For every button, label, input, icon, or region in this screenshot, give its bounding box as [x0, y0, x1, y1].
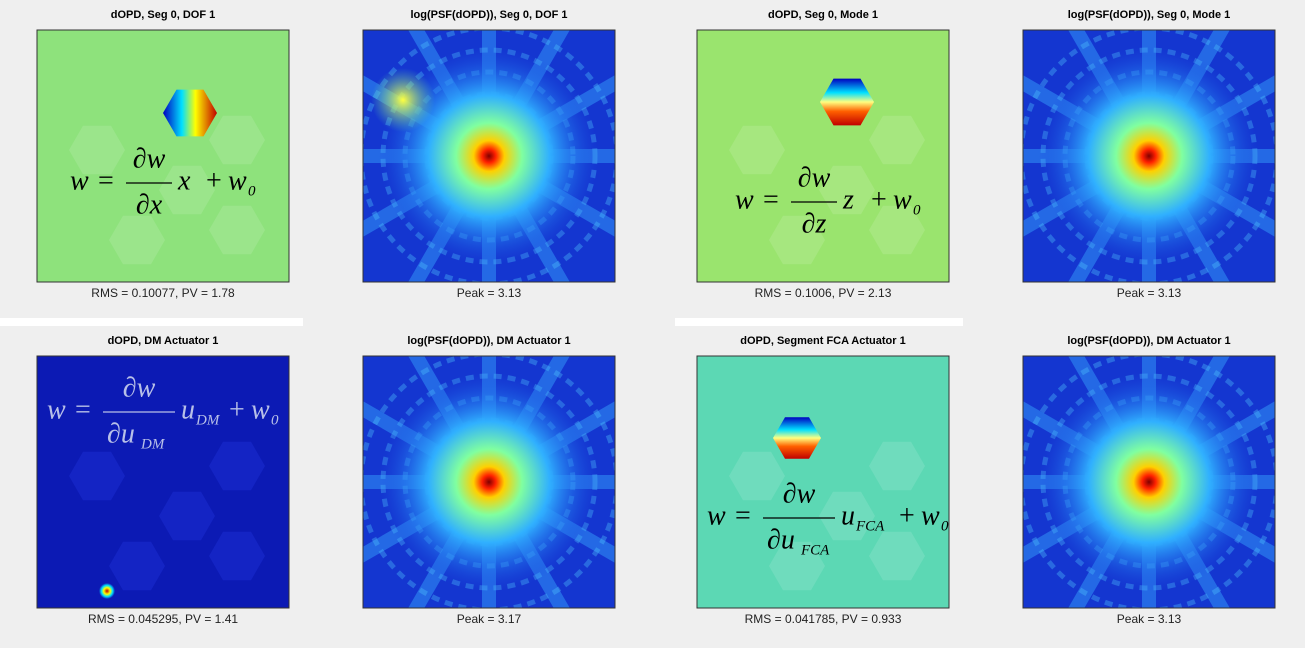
eq-equals: =	[98, 165, 114, 196]
eq-plus: +	[899, 500, 915, 531]
psf-title: log(PSF(dOPD)), DM Actuator 1	[1067, 335, 1230, 347]
eq-variable: z	[842, 184, 854, 215]
eq-w0-subscript: 0	[271, 412, 279, 428]
eq-equals: =	[763, 184, 779, 215]
opd-caption: RMS = 0.10077, PV = 1.78	[91, 286, 235, 300]
psf-caption: Peak = 3.13	[1117, 612, 1182, 626]
psf-clip	[963, 30, 1023, 282]
opd-title: dOPD, Seg 0, Mode 1	[768, 9, 878, 21]
eq-den-subscript: DM	[140, 436, 166, 452]
eq-numerator: ∂w	[783, 478, 816, 509]
eq-var-subscript: DM	[195, 412, 221, 428]
eq-denominator: ∂x	[136, 189, 163, 220]
psf-core	[379, 372, 599, 592]
figure: w=∂w∂xx+w0w=∂w∂zz+w0w=∂w∂uDMuDM+w0w=∂w∂u…	[0, 0, 1305, 648]
psf-clip	[963, 296, 1305, 356]
eq-w0: w	[251, 394, 270, 425]
eq-equals: =	[735, 500, 751, 531]
eq-denominator: ∂z	[802, 208, 827, 239]
eq-lhs: w	[47, 394, 66, 425]
eq-w0-subscript: 0	[248, 183, 256, 199]
eq-lhs: w	[707, 500, 726, 531]
eq-den-subscript: FCA	[800, 542, 830, 558]
eq-lhs: w	[735, 184, 754, 215]
psf-clip	[1275, 356, 1305, 608]
psf-title: log(PSF(dOPD)), DM Actuator 1	[407, 335, 570, 347]
eq-var-subscript: FCA	[855, 518, 885, 534]
psf-core	[1039, 372, 1259, 592]
opd-caption: RMS = 0.041785, PV = 0.933	[745, 612, 902, 626]
psf-core	[1039, 46, 1259, 266]
eq-numerator: ∂w	[798, 162, 831, 193]
actuator-spot	[99, 583, 115, 599]
opd-caption: RMS = 0.1006, PV = 2.13	[755, 286, 892, 300]
psf-clip	[963, 356, 1023, 608]
opd-title: dOPD, DM Actuator 1	[108, 335, 219, 347]
opd-title: dOPD, Segment FCA Actuator 1	[740, 335, 905, 347]
opd-title: dOPD, Seg 0, DOF 1	[111, 9, 216, 21]
eq-variable: u	[181, 394, 195, 425]
eq-numerator: ∂w	[133, 143, 166, 174]
psf-blob	[371, 68, 435, 132]
eq-w0: w	[921, 500, 940, 531]
eq-plus: +	[206, 165, 222, 196]
psf-title: log(PSF(dOPD)), Seg 0, Mode 1	[1068, 9, 1231, 21]
psf-caption: Peak = 3.13	[1117, 286, 1182, 300]
opd-caption: RMS = 0.045295, PV = 1.41	[88, 612, 238, 626]
eq-w0-subscript: 0	[913, 202, 921, 218]
eq-numerator: ∂w	[123, 372, 156, 403]
eq-w0: w	[228, 165, 247, 196]
psf-title: log(PSF(dOPD)), Seg 0, DOF 1	[410, 9, 567, 21]
eq-variable: x	[177, 165, 191, 196]
psf-clip	[303, 296, 675, 356]
psf-caption: Peak = 3.17	[457, 612, 522, 626]
psf-clip	[1275, 30, 1305, 282]
eq-denominator: ∂u	[767, 524, 795, 555]
eq-w0: w	[893, 184, 912, 215]
eq-variable: u	[841, 500, 855, 531]
psf-clip	[303, 30, 363, 282]
eq-equals: =	[75, 394, 91, 425]
eq-lhs: w	[70, 165, 89, 196]
eq-denominator: ∂u	[107, 418, 135, 449]
psf-caption: Peak = 3.13	[457, 286, 522, 300]
eq-w0-subscript: 0	[941, 518, 949, 534]
eq-plus: +	[871, 184, 887, 215]
eq-plus: +	[229, 394, 245, 425]
psf-clip	[303, 356, 363, 608]
